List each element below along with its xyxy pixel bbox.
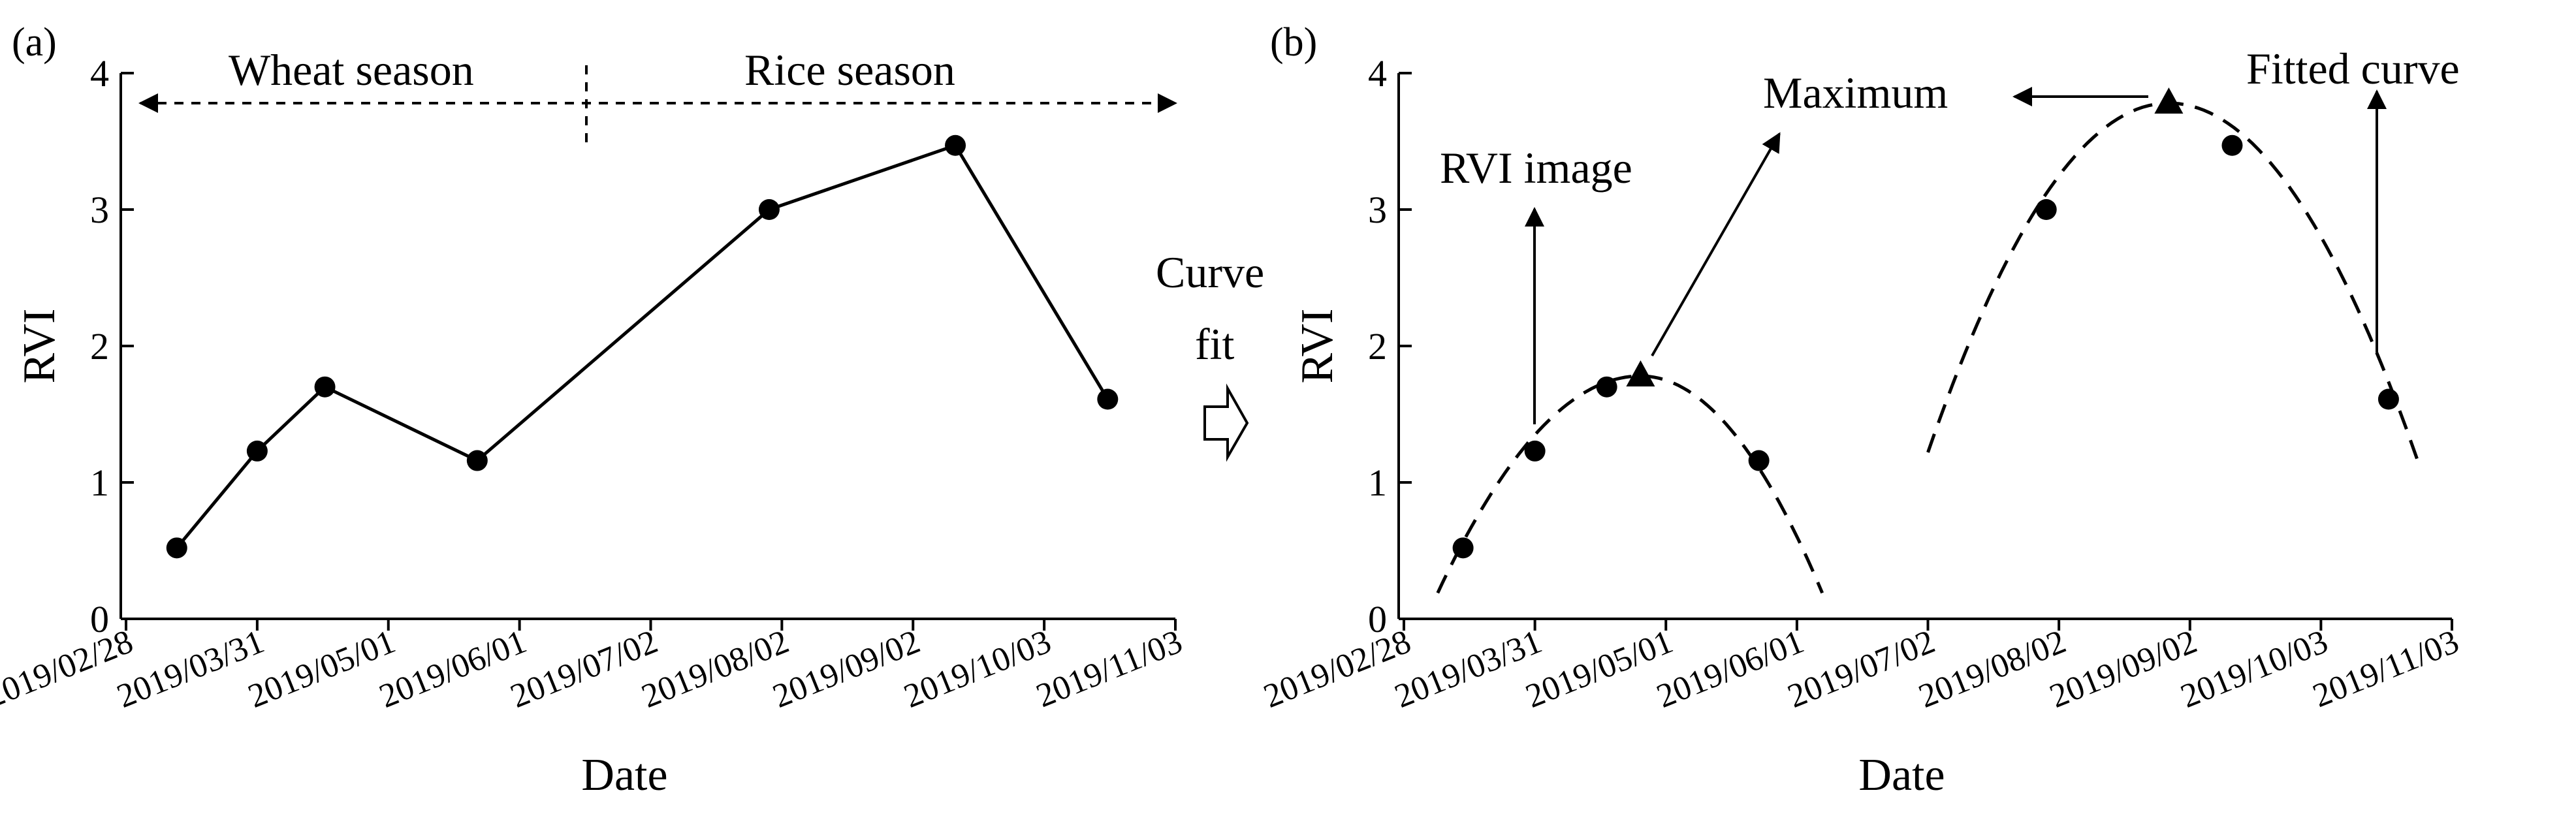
data-point	[1596, 376, 1617, 398]
y-tick-label: 3	[1368, 189, 1387, 231]
data-point	[466, 450, 488, 471]
fitted-curve	[1926, 101, 2420, 463]
x-axis-title: Date	[1858, 750, 1945, 800]
x-tick-label: 2019/08/02	[637, 623, 794, 715]
y-axis-title: RVI	[1292, 309, 1343, 384]
maximum-pointer-arrow	[1651, 132, 1781, 356]
panel-b-maxima	[1626, 87, 2184, 386]
panel-a-series	[166, 134, 1119, 559]
data-point	[1097, 388, 1119, 410]
x-tick-label: 2019/09/02	[768, 623, 925, 715]
x-tick-label: 2019/06/01	[374, 623, 532, 715]
x-tick-label: 2019/03/31	[1390, 623, 1547, 715]
curve-fit-arrow-icon	[1203, 383, 1249, 462]
x-tick-label: 2019/10/03	[2176, 623, 2333, 715]
panel-a-tag: (a)	[12, 20, 57, 65]
y-tick-label: 0	[90, 598, 109, 640]
y-tick-label: 1	[90, 462, 109, 504]
data-point	[314, 376, 336, 398]
y-tick-label: 4	[90, 52, 109, 95]
panel-a-axes: 012342019/02/282019/03/312019/05/012019/…	[0, 52, 1187, 800]
data-point	[945, 134, 966, 156]
data-point	[2035, 199, 2057, 220]
x-tick-label: 2019/05/01	[1521, 623, 1678, 715]
y-tick-label: 0	[1368, 598, 1387, 640]
y-tick-label: 2	[1368, 325, 1387, 368]
panel-b-chart: (b) 012342019/02/282019/03/312019/05/012…	[1258, 20, 2464, 800]
data-point	[2377, 388, 2399, 410]
data-point	[758, 199, 780, 220]
series-line	[175, 143, 1109, 549]
x-tick-label: 2019/09/02	[2044, 623, 2202, 715]
y-tick-label: 3	[90, 189, 109, 231]
data-point	[1748, 450, 1770, 471]
x-tick-label: 2019/11/03	[2308, 623, 2464, 715]
x-tick-label: 2019/10/03	[899, 623, 1057, 715]
maximum-marker	[2154, 87, 2184, 114]
curve-fit-connector: Curve fit	[1156, 247, 1264, 462]
panel-b-tag: (b)	[1270, 20, 1317, 65]
x-tick-label: 2019/02/28	[0, 623, 138, 715]
wheat-season-label: Wheat season	[229, 45, 474, 95]
x-tick-label: 2019/07/02	[1783, 623, 1940, 715]
fitted-curve-label: Fitted curve	[2246, 44, 2460, 93]
x-tick-label: 2019/11/03	[1031, 623, 1187, 715]
data-point	[1452, 537, 1474, 559]
x-tick-label: 2019/07/02	[505, 623, 663, 715]
curve-fit-label-line1: Curve	[1156, 247, 1264, 297]
x-tick-label: 2019/06/01	[1651, 623, 1809, 715]
fitted-curve	[1436, 374, 1824, 594]
y-axis-title: RVI	[14, 309, 65, 384]
x-tick-label: 2019/03/31	[112, 623, 269, 715]
rvi-image-label: RVI image	[1440, 143, 1632, 193]
x-tick-label: 2019/05/01	[243, 623, 400, 715]
rice-season-label: Rice season	[744, 45, 955, 95]
y-tick-label: 2	[90, 325, 109, 368]
x-axis-title: Date	[581, 750, 667, 800]
data-point	[166, 537, 187, 559]
panel-a-chart: (a) 012342019/02/282019/03/312019/05/012…	[0, 20, 1187, 800]
y-tick-label: 1	[1368, 462, 1387, 504]
x-tick-label: 2019/08/02	[1914, 623, 2071, 715]
curve-fit-label-line2: fit	[1195, 319, 1235, 369]
data-point	[1524, 440, 1546, 462]
maximum-label: Maximum	[1763, 68, 1948, 118]
y-tick-label: 4	[1368, 52, 1387, 95]
data-point	[2221, 134, 2243, 156]
maximum-marker	[1626, 360, 1655, 386]
panel-b-points	[1452, 134, 2399, 559]
x-tick-label: 2019/02/28	[1258, 623, 1416, 715]
data-point	[246, 440, 268, 462]
